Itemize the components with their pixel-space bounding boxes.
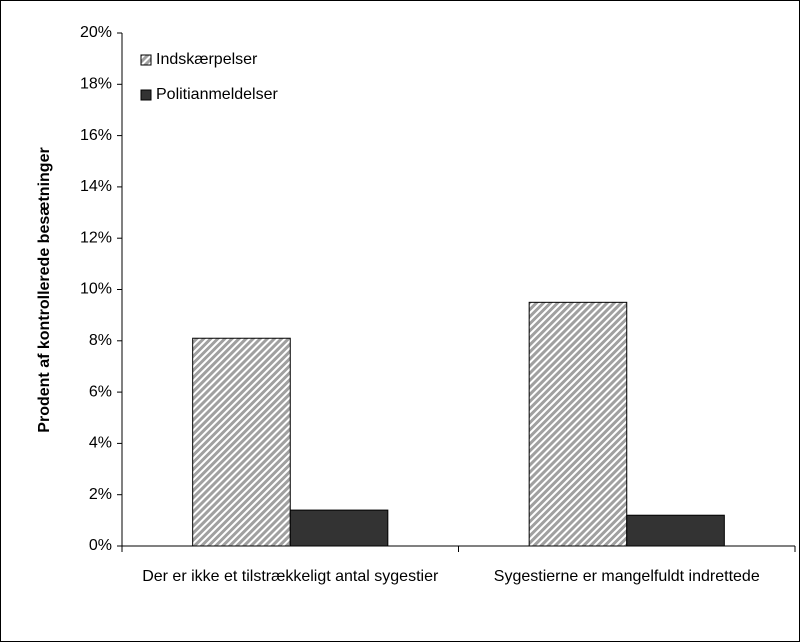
bar [528,301,628,547]
y-tick-label: 10% [80,281,112,298]
legend-label: Indskærpelser [156,51,258,68]
legend-label: Politianmeldelser [156,86,279,103]
y-tick-label: 20% [80,24,112,41]
y-tick-label: 8% [89,332,112,349]
bar [192,337,291,547]
y-axis-label: Prodent af kontrollerede besætninger [36,147,53,432]
legend-swatch [140,89,152,101]
y-tick-label: 12% [80,229,112,246]
y-tick-label: 2% [89,486,112,503]
x-tick-label: Der er ikke et tilstrækkeligt antal syge… [142,568,439,585]
x-tick-label: Sygestierne er mangelfuldt indrettede [493,568,760,585]
bar [626,514,725,547]
y-tick-label: 0% [89,537,112,554]
legend-swatch [140,54,152,66]
y-tick-label: 16% [80,127,112,144]
y-tick-label: 6% [89,383,112,400]
bar [289,509,389,547]
y-tick-label: 4% [89,435,112,452]
y-tick-label: 18% [80,76,112,93]
y-tick-label: 14% [80,178,112,195]
